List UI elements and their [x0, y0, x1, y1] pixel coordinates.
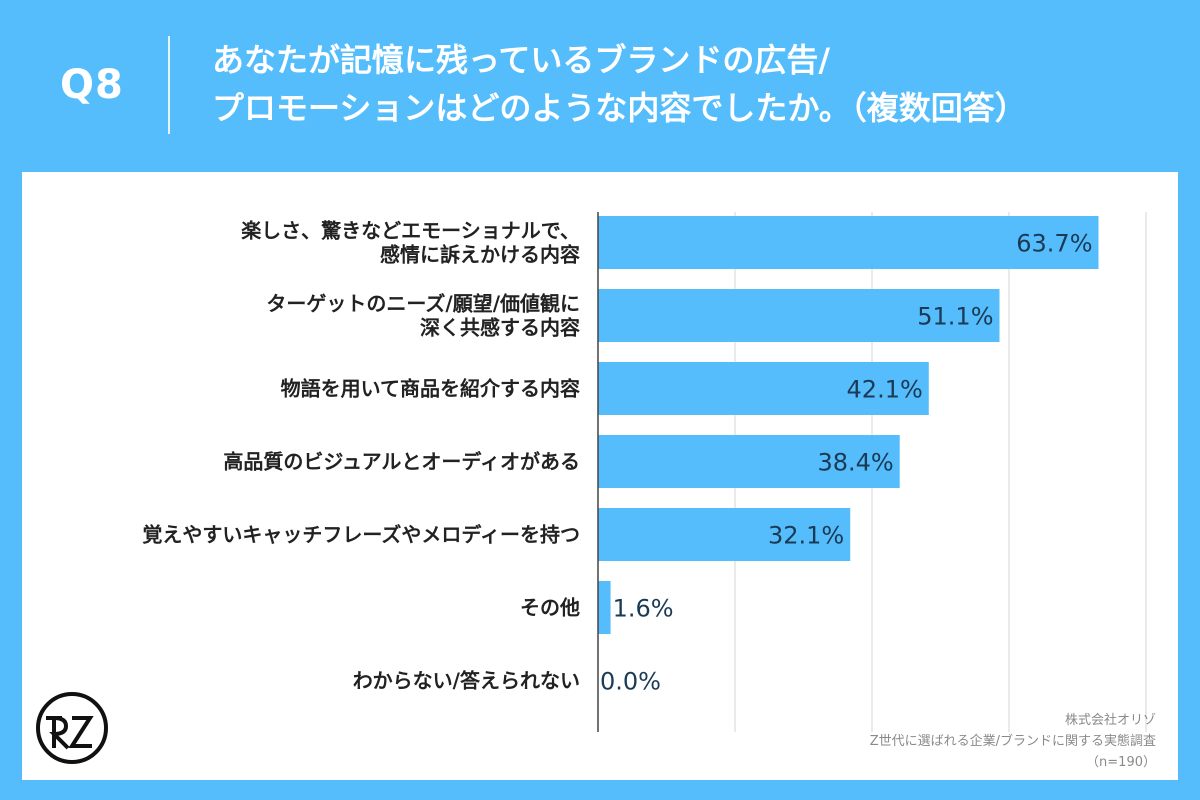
- value-label-7: 0.0%: [600, 668, 661, 696]
- header-divider: [168, 36, 170, 134]
- company-name: 株式会社オリゾ: [1064, 713, 1156, 728]
- category-label-6: その他: [520, 596, 580, 620]
- bar-1: [598, 216, 1099, 269]
- question-title-line-1: あなたが記憶に残っているブランドの広告/: [212, 41, 831, 79]
- category-label-2-line-2: 深く共感する内容: [420, 316, 580, 340]
- category-label-5: 覚えやすいキャッチフレーズやメロディーを持つ: [142, 523, 580, 547]
- credits: 株式会社オリゾ Z世代に選ばれる企業/ブランドに関する実態調査 （n=190）: [870, 710, 1156, 773]
- question-number: Q8: [60, 62, 124, 108]
- value-label-3: 42.1%: [847, 376, 923, 404]
- header: Q8 あなたが記憶に残っているブランドの広告/ プロモーションはどのような内容で…: [0, 0, 1200, 170]
- bar-4: [598, 435, 900, 488]
- chart-panel: 楽しさ、驚きなどエモーショナルで、 感情に訴えかける内容 63.7% ターゲットのニー…: [22, 172, 1178, 780]
- bar-6: [598, 581, 611, 634]
- category-label-1-line-1: 楽しさ、驚きなどエモーショナルで、: [241, 219, 580, 243]
- question-title-line-2: プロモーションはどのような内容でしたか。（複数回答）: [212, 89, 1027, 127]
- question-title: あなたが記憶に残っているブランドの広告/ プロモーションはどのような内容でしたか…: [212, 36, 1172, 132]
- sample-size: （n=190）: [1086, 755, 1156, 770]
- bar-2: [598, 289, 1000, 342]
- value-label-1: 63.7%: [1016, 230, 1092, 258]
- orizo-logo-icon: [36, 692, 108, 764]
- value-label-5: 32.1%: [768, 522, 844, 550]
- category-label-1-line-2: 感情に訴えかける内容: [380, 243, 580, 267]
- value-label-2: 51.1%: [917, 303, 993, 331]
- bar-3: [598, 362, 929, 415]
- bar-5: [598, 508, 851, 561]
- bar-chart: 楽しさ、驚きなどエモーショナルで、感情に訴えかける内容 63.7% ターゲットのニー…: [142, 212, 1147, 732]
- value-label-6: 1.6%: [613, 595, 674, 623]
- category-label-4: 高品質のビジュアルとオーディオがある: [223, 450, 580, 474]
- survey-name: Z世代に選ばれる企業/ブランドに関する実態調査: [869, 734, 1156, 749]
- category-label-2-line-1: ターゲットのニーズ/願望/価値観に: [266, 292, 580, 316]
- category-label-7: わからない/答えられない: [353, 669, 580, 693]
- category-label-3: 物語を用いて商品を紹介する内容: [281, 377, 580, 401]
- value-label-4: 38.4%: [817, 449, 893, 477]
